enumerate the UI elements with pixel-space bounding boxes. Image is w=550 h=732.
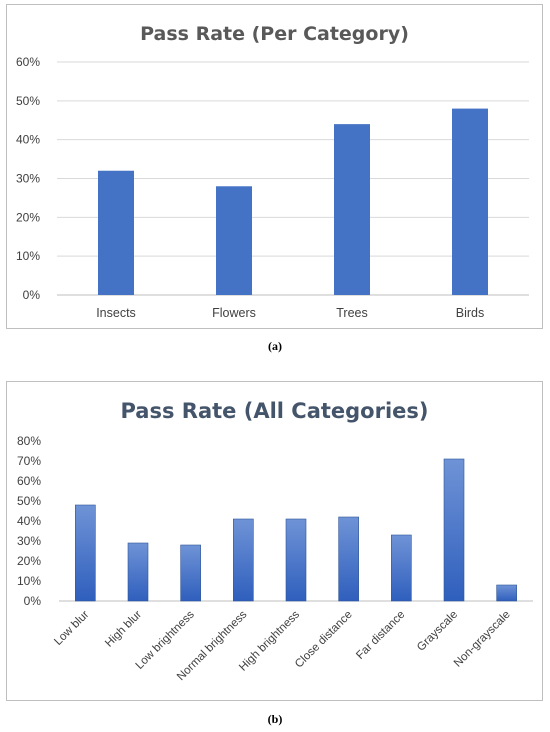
chart-panel-a: Pass Rate (Per Category) 0% 10% 20% 30% 40% 5…: [6, 4, 543, 329]
x-tick-label: Birds: [456, 306, 484, 320]
y-tick-label: 10%: [17, 574, 41, 588]
x-tick-label: Flowers: [212, 306, 256, 320]
bar: [75, 504, 96, 602]
bar: [452, 108, 488, 295]
y-tick-label: 30%: [17, 534, 41, 548]
y-tick-label: 30%: [16, 172, 40, 186]
x-tick-label: Far distance: [354, 609, 407, 662]
bar-chart-b: 0% 10% 20% 30% 40% 50% 60% 70% 80% Low blur High b…: [17, 434, 533, 683]
bar: [443, 458, 465, 602]
y-tick-label: 80%: [17, 434, 41, 448]
bar: [98, 170, 134, 295]
chart-title: Pass Rate (Per Category): [140, 23, 409, 45]
y-tick-label: 70%: [17, 454, 41, 468]
x-tick-label: Grayscale: [415, 609, 460, 654]
y-tick-label: 40%: [17, 514, 41, 528]
bar-chart-a: 0% 10% 20% 30% 40% 50% 60% Insects Flowers Trees B…: [16, 55, 529, 320]
bar: [285, 518, 307, 602]
figure-caption-a: (a): [268, 339, 282, 353]
bar: [216, 186, 252, 295]
bar: [391, 534, 412, 602]
y-tick-label: 60%: [17, 474, 41, 488]
y-tick-label: 40%: [16, 133, 40, 147]
x-tick-label: High blur: [103, 609, 144, 650]
x-tick-label: Insects: [96, 306, 136, 320]
bar: [180, 544, 201, 602]
y-tick-label: 10%: [16, 249, 40, 263]
x-tick-label: Close distance: [293, 609, 355, 671]
y-tick-label: 50%: [16, 94, 40, 108]
y-tick-label: 20%: [17, 554, 41, 568]
bar: [496, 584, 517, 602]
y-tick-label: 0%: [23, 288, 41, 302]
bar: [233, 518, 254, 602]
figure-caption-b: (b): [267, 712, 283, 726]
chart-panel-b: Pass Rate (All Categories) 0% 10% 20% 30% 40…: [6, 381, 543, 701]
y-tick-label: 20%: [16, 210, 40, 224]
x-tick-label: Non-grayscale: [452, 609, 513, 670]
bar: [334, 124, 370, 295]
bar: [338, 516, 359, 602]
y-tick-label: 60%: [16, 55, 40, 69]
y-tick-label: 50%: [17, 494, 41, 508]
y-tick-label: 0%: [24, 594, 42, 608]
bar: [127, 542, 149, 602]
x-tick-label: Trees: [336, 306, 368, 320]
x-tick-label: Low blur: [52, 609, 91, 648]
chart-title: Pass Rate (All Categories): [120, 399, 429, 423]
